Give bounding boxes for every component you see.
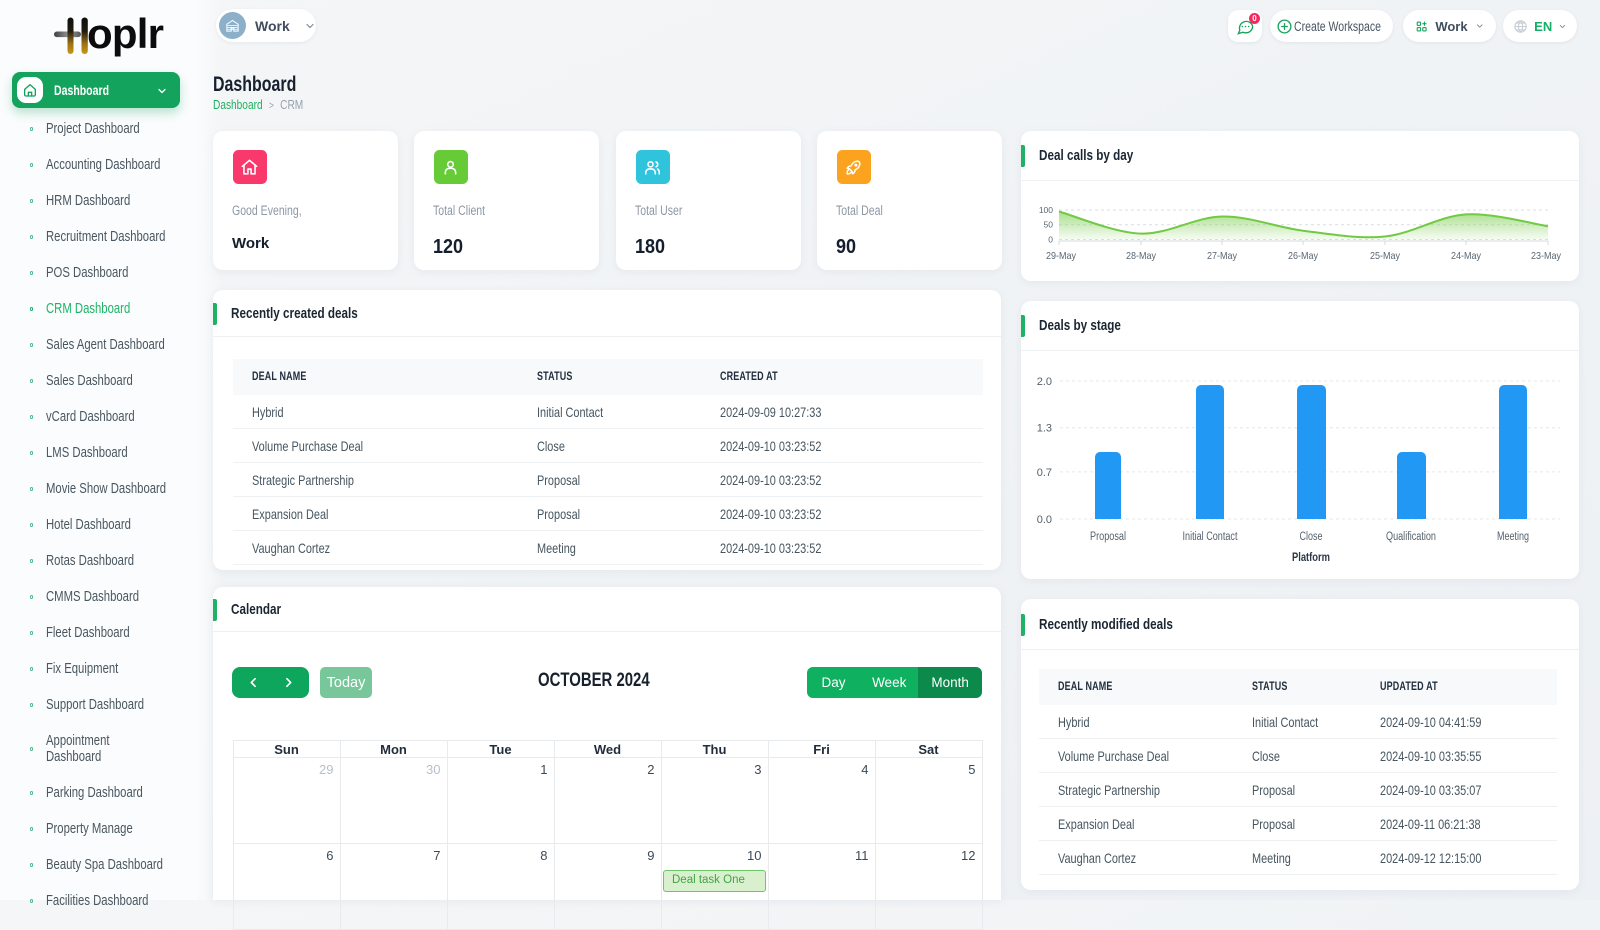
svg-text:Initial Contact: Initial Contact [1183,531,1239,543]
svg-text:50: 50 [1044,220,1054,230]
svg-text:23-May: 23-May [1531,250,1562,262]
svg-text:24-May: 24-May [1451,250,1482,262]
svg-text:2.0: 2.0 [1037,376,1052,388]
svg-text:Qualification: Qualification [1386,531,1436,543]
svg-text:100: 100 [1039,205,1053,215]
svg-text:29-May: 29-May [1046,250,1077,262]
svg-text:0.7: 0.7 [1037,467,1052,479]
svg-text:oplr: oplr [87,12,164,57]
svg-text:Close: Close [1300,531,1323,543]
svg-text:28-May: 28-May [1126,250,1157,262]
svg-text:0: 0 [1048,235,1053,245]
svg-text:Meeting: Meeting [1497,531,1529,543]
svg-text:Platform: Platform [1292,552,1330,564]
svg-text:0.0: 0.0 [1037,514,1052,526]
svg-text:27-May: 27-May [1207,250,1238,262]
svg-text:26-May: 26-May [1288,250,1319,262]
svg-text:25-May: 25-May [1370,250,1401,262]
svg-text:Proposal: Proposal [1090,531,1126,543]
svg-text:1.3: 1.3 [1037,423,1052,435]
